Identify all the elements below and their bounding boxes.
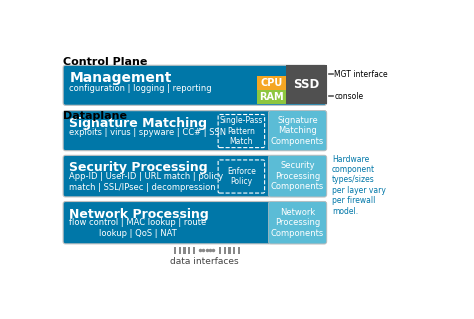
Text: Hardware
component
types/sizes
per layer vary
per firewall
model.: Hardware component types/sizes per layer… (332, 154, 386, 216)
Text: Enforce
Policy: Enforce Policy (227, 167, 256, 186)
Text: Dataplane: Dataplane (63, 111, 127, 122)
Bar (224, 247, 226, 254)
FancyBboxPatch shape (218, 160, 264, 193)
FancyBboxPatch shape (63, 65, 327, 105)
Text: CPU: CPU (261, 78, 283, 88)
Bar (219, 247, 221, 254)
Bar (237, 247, 240, 254)
Text: data interfaces: data interfaces (170, 257, 238, 266)
Bar (188, 247, 190, 254)
FancyBboxPatch shape (268, 155, 327, 197)
Bar (286, 65, 327, 104)
Text: Security
Processing
Components: Security Processing Components (271, 161, 324, 191)
Text: Control Plane: Control Plane (63, 57, 147, 67)
FancyBboxPatch shape (63, 155, 327, 197)
FancyBboxPatch shape (218, 115, 264, 148)
FancyBboxPatch shape (63, 202, 327, 244)
Bar (192, 247, 195, 254)
Bar (179, 247, 181, 254)
Text: Signature
Matching
Components: Signature Matching Components (271, 116, 324, 145)
Text: App-ID | User-ID | URL match | policy
match | SSL/IPsec | decompression: App-ID | User-ID | URL match | policy ma… (69, 172, 224, 192)
Text: RAM: RAM (259, 92, 284, 102)
Bar (257, 90, 286, 104)
Bar (183, 247, 186, 254)
Text: Signature Matching: Signature Matching (69, 117, 207, 130)
Text: console: console (334, 92, 364, 100)
FancyBboxPatch shape (63, 111, 327, 151)
Text: Network Processing: Network Processing (69, 208, 209, 221)
FancyBboxPatch shape (268, 202, 327, 244)
Text: flow control | MAC lookup | route
lookup | QoS | NAT: flow control | MAC lookup | route lookup… (69, 219, 207, 238)
Bar (228, 247, 230, 254)
Text: MGT interface: MGT interface (334, 70, 388, 79)
FancyBboxPatch shape (268, 111, 327, 151)
Text: SSD: SSD (293, 78, 319, 91)
Text: exploits | virus | spyware | CC# | SSN: exploits | virus | spyware | CC# | SSN (69, 128, 227, 137)
Text: Management: Management (69, 71, 172, 85)
Bar (174, 247, 176, 254)
Text: Single-Pass
Pattern
Match: Single-Pass Pattern Match (219, 116, 263, 146)
Text: configuration | logging | reporting: configuration | logging | reporting (69, 84, 212, 93)
Text: Security Processing: Security Processing (69, 161, 208, 174)
Bar (233, 247, 235, 254)
Text: Network
Processing
Components: Network Processing Components (271, 208, 324, 238)
Bar (257, 76, 286, 90)
